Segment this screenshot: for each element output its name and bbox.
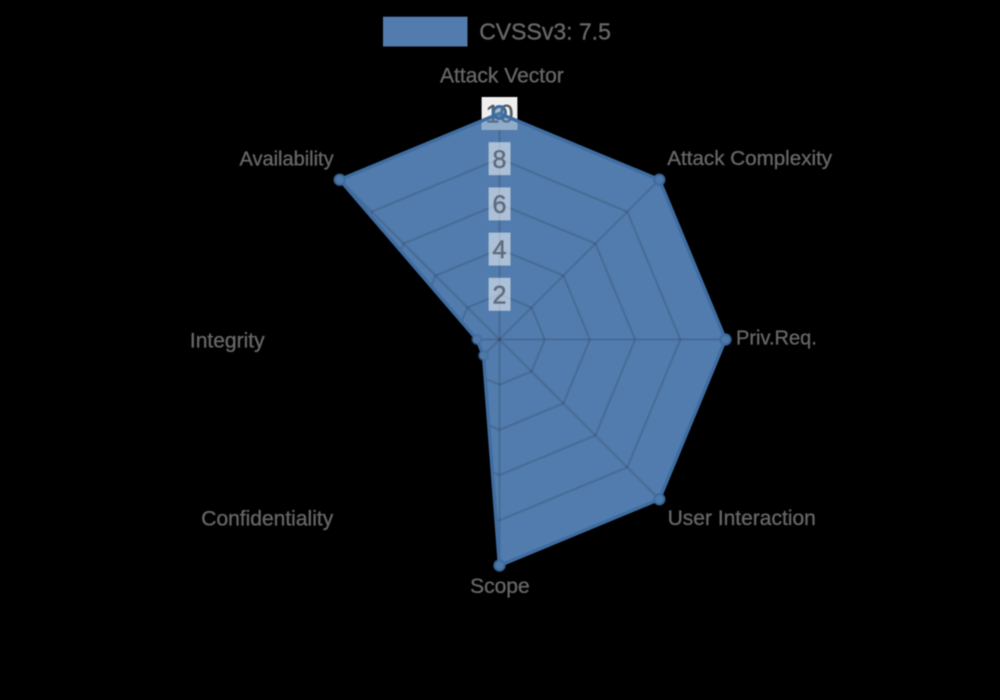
svg-text:2: 2	[493, 281, 507, 309]
svg-text:Scope: Scope	[470, 575, 530, 598]
svg-text:Attack Complexity: Attack Complexity	[667, 147, 833, 170]
svg-text:CVSSv3: 7.5: CVSSv3: 7.5	[479, 19, 611, 45]
svg-text:Integrity: Integrity	[190, 329, 265, 352]
svg-text:User Interaction: User Interaction	[668, 507, 816, 530]
svg-text:Priv.Req.: Priv.Req.	[736, 328, 817, 350]
svg-text:8: 8	[493, 146, 507, 174]
svg-text:6: 6	[493, 191, 507, 219]
svg-text:Availability: Availability	[239, 149, 333, 171]
svg-text:Attack Vector: Attack Vector	[440, 65, 564, 88]
svg-text:Confidentiality: Confidentiality	[201, 508, 333, 531]
svg-text:4: 4	[493, 236, 507, 264]
